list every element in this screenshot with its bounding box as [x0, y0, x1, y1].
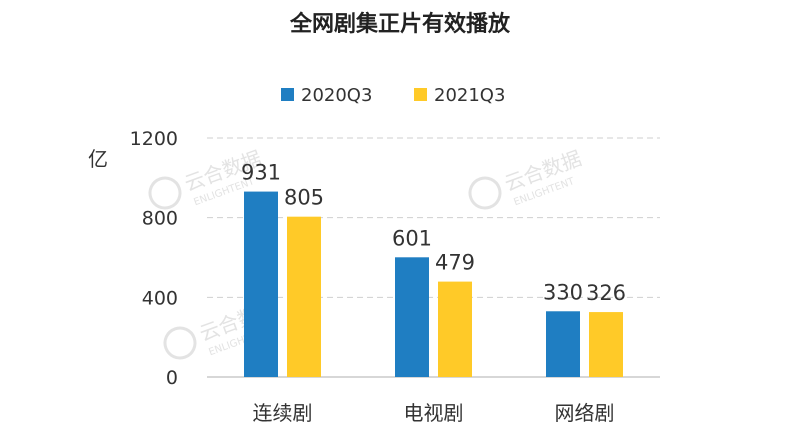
bar-2020q3: [395, 257, 429, 377]
y-axis-ticks: 0 400 800 1200: [130, 128, 178, 389]
chart-title: 全网剧集正片有效播放: [289, 11, 511, 37]
watermark-logo-icon: [148, 176, 182, 210]
x-category-label: 电视剧: [404, 401, 464, 425]
grid: [207, 137, 660, 378]
bar-2020q3: [546, 311, 580, 377]
y-tick-label: 0: [166, 367, 178, 389]
watermark-mid: 云合数据 ENLIGHTENT: [468, 146, 585, 210]
legend-swatch-2021q3: [414, 88, 427, 101]
y-axis-unit: 亿: [88, 147, 108, 171]
legend-label-2021q3: 2021Q3: [434, 85, 505, 106]
legend: 2020Q3 2021Q3: [281, 85, 505, 106]
bars: [244, 191, 623, 377]
x-axis-categories: 连续剧 电视剧 网络剧: [253, 401, 615, 425]
data-label: 326: [586, 281, 626, 305]
legend-label-2020q3: 2020Q3: [301, 85, 372, 106]
watermark-logo-icon: [163, 326, 197, 360]
bar-2021q3: [287, 216, 321, 377]
data-label: 931: [241, 161, 281, 185]
data-label: 805: [284, 186, 324, 210]
legend-swatch-2020q3: [281, 88, 294, 101]
x-category-label: 网络剧: [555, 401, 615, 425]
data-label: 479: [435, 251, 475, 275]
bar-2020q3: [244, 191, 278, 377]
y-tick-label: 400: [142, 287, 178, 309]
data-label: 330: [543, 280, 583, 304]
y-tick-label: 800: [142, 208, 178, 230]
bar-2021q3: [438, 281, 472, 377]
bar-2021q3: [589, 312, 623, 377]
watermark-logo-icon: [468, 176, 502, 210]
y-tick-label: 1200: [130, 128, 178, 150]
x-category-label: 连续剧: [253, 401, 313, 425]
data-label: 601: [392, 226, 432, 250]
